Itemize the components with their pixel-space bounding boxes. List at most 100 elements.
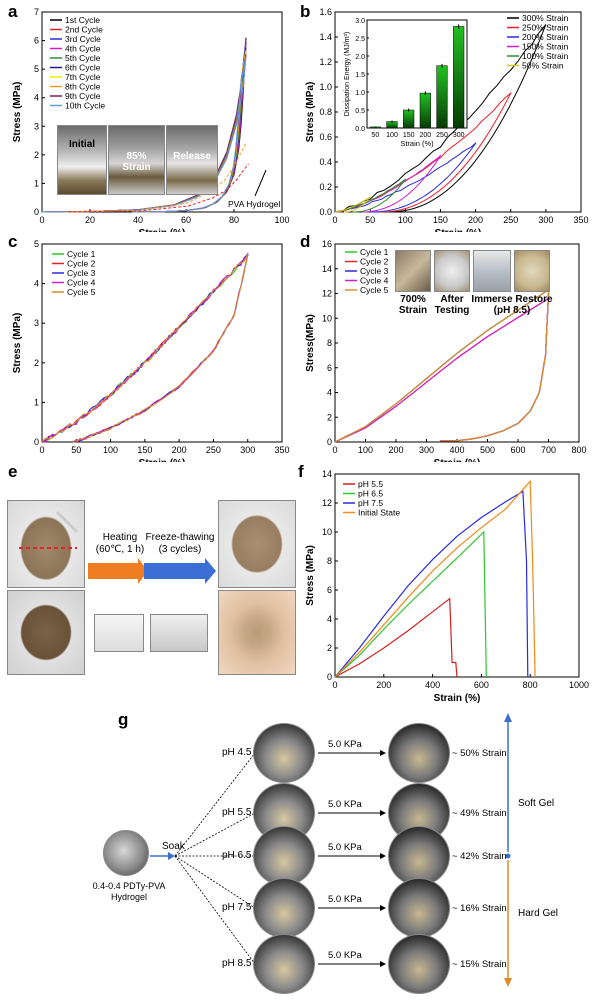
inset-y-tick-label: 0.5 <box>355 108 365 115</box>
y-tick-label: 4 <box>34 93 39 103</box>
legend-entry: pH 5.5 <box>358 479 383 489</box>
x-tick-label: 200 <box>376 680 391 690</box>
y-tick-label: 10 <box>322 313 332 323</box>
x-tick-label: 200 <box>172 445 187 455</box>
x-tick-label: 1000 <box>569 680 589 690</box>
x-tick-label: 350 <box>573 215 588 225</box>
x-tick-label: 250 <box>503 215 518 225</box>
y-tick-label: 0 <box>34 207 39 217</box>
photo-before-compress <box>253 826 315 886</box>
inset-y-tick-label: 0.0 <box>355 126 365 133</box>
x-tick-label: 100 <box>398 215 413 225</box>
series-line <box>334 142 477 213</box>
panel-label-b: b <box>300 2 311 21</box>
hard-gel-arrowhead <box>504 978 512 987</box>
y-axis-label: Stress (MPa) <box>305 545 316 606</box>
cut-line-overlay <box>19 510 79 549</box>
photo-after-compress <box>388 723 450 783</box>
soak-arrowhead <box>168 852 175 860</box>
x-tick-label: 700 <box>541 445 556 455</box>
inset-photo-initial <box>57 125 107 195</box>
series-line <box>334 530 487 678</box>
series-line <box>41 56 247 213</box>
inset-x-tick-label: 300 <box>453 132 465 139</box>
panel-label-d: d <box>300 232 311 251</box>
branch-line <box>174 855 256 965</box>
x-tick-label: 800 <box>571 445 586 455</box>
y-tick-label: 6 <box>327 363 332 373</box>
x-tick-label: 50 <box>365 215 375 225</box>
y-tick-label: 0.2 <box>319 182 332 192</box>
x-tick-label: 0 <box>39 445 44 455</box>
legend-entry: Cycle 3 <box>360 266 389 276</box>
inset-label-initial: Initial <box>68 139 96 150</box>
pva-line-2 <box>68 163 249 213</box>
series-line <box>334 154 441 213</box>
x-tick-label: 50 <box>71 445 81 455</box>
chart-c-stress-strain: 0 50 100 150 200 250 300 350 0 1 2 3 4 5 Strain (%) Str… <box>12 239 290 462</box>
y-tick-label: 1.4 <box>319 32 332 42</box>
x-tick-label: 400 <box>425 680 440 690</box>
x-tick-label: 400 <box>449 445 464 455</box>
annotation-700-strain: 700% Strain <box>398 294 428 316</box>
hard-gel-label: Hard Gel <box>518 908 559 919</box>
legend-entry: 4th Cycle <box>65 44 101 54</box>
soak-label: Soak <box>162 841 185 852</box>
inset-y-tick-label: 3.0 <box>355 18 365 25</box>
y-axis-label: Stress (MPa) <box>12 313 23 374</box>
y-tick-label: 6 <box>327 585 332 595</box>
y-tick-label: 16 <box>322 239 332 249</box>
y-tick-label: 1 <box>34 397 39 407</box>
photo-gel-stretched <box>218 590 296 675</box>
pressure-arrowhead <box>380 905 386 911</box>
process-arrows <box>88 558 216 584</box>
legend-entry: Cycle 4 <box>67 278 96 288</box>
y-tick-label: 0.6 <box>319 132 332 142</box>
y-tick-label: 12 <box>322 498 332 508</box>
inset-photo-restore <box>514 250 550 292</box>
pva-arrow <box>254 169 267 197</box>
plot-frame <box>41 243 283 443</box>
legend-entry: Cycle 1 <box>360 247 389 257</box>
legend-entry: pH 6.5 <box>358 489 383 499</box>
x-tick-label: 300 <box>538 215 553 225</box>
photo-after-compress <box>388 934 450 994</box>
ph-label: pH 5.5 <box>222 807 252 818</box>
ph-label: pH 4.5 <box>222 747 252 758</box>
inset-photo-release <box>166 125 218 195</box>
strain-result: ~ 16% Strain <box>452 903 507 914</box>
inset-label-strain-1: 85% <box>126 151 147 162</box>
legend-entry: Cycle 1 <box>67 249 96 259</box>
x-tick-label: 40 <box>133 215 143 225</box>
x-tick-label: 250 <box>206 445 221 455</box>
x-tick-label: 300 <box>419 445 434 455</box>
x-tick-label: 300 <box>240 445 255 455</box>
y-tick-label: 0.0 <box>319 207 332 217</box>
x-tick-label: 350 <box>274 445 289 455</box>
x-axis-label: Strain (%) <box>434 693 481 704</box>
panel-g-diagram <box>150 713 512 987</box>
y-tick-label: 12 <box>322 289 332 299</box>
series-line <box>334 195 371 213</box>
branch-line <box>174 855 256 909</box>
inset-x-tick-label: 200 <box>419 132 431 139</box>
panel-label-a: a <box>8 2 18 21</box>
inset-label-release: Release <box>173 151 211 162</box>
photo-before-compress <box>253 723 315 783</box>
y-tick-label: 7 <box>34 7 39 17</box>
pressure-arrowhead <box>380 853 386 859</box>
x-tick-label: 600 <box>474 680 489 690</box>
inset-photo-after-testing <box>434 250 470 292</box>
y-tick-label: 2 <box>34 358 39 368</box>
branch-line <box>174 752 256 857</box>
y-tick-label: 2 <box>327 643 332 653</box>
x-tick-label: 0 <box>332 215 337 225</box>
legend-entry: Cycle 2 <box>67 259 96 269</box>
panel-label-g: g <box>118 710 129 729</box>
divider-dot <box>505 853 511 859</box>
x-tick-label: 20 <box>85 215 95 225</box>
pressure-label: 5.0 KPa <box>328 894 362 905</box>
photo-after-compress <box>388 878 450 938</box>
x-tick-label: 60 <box>181 215 191 225</box>
inset-x-tick-label: 100 <box>386 132 398 139</box>
